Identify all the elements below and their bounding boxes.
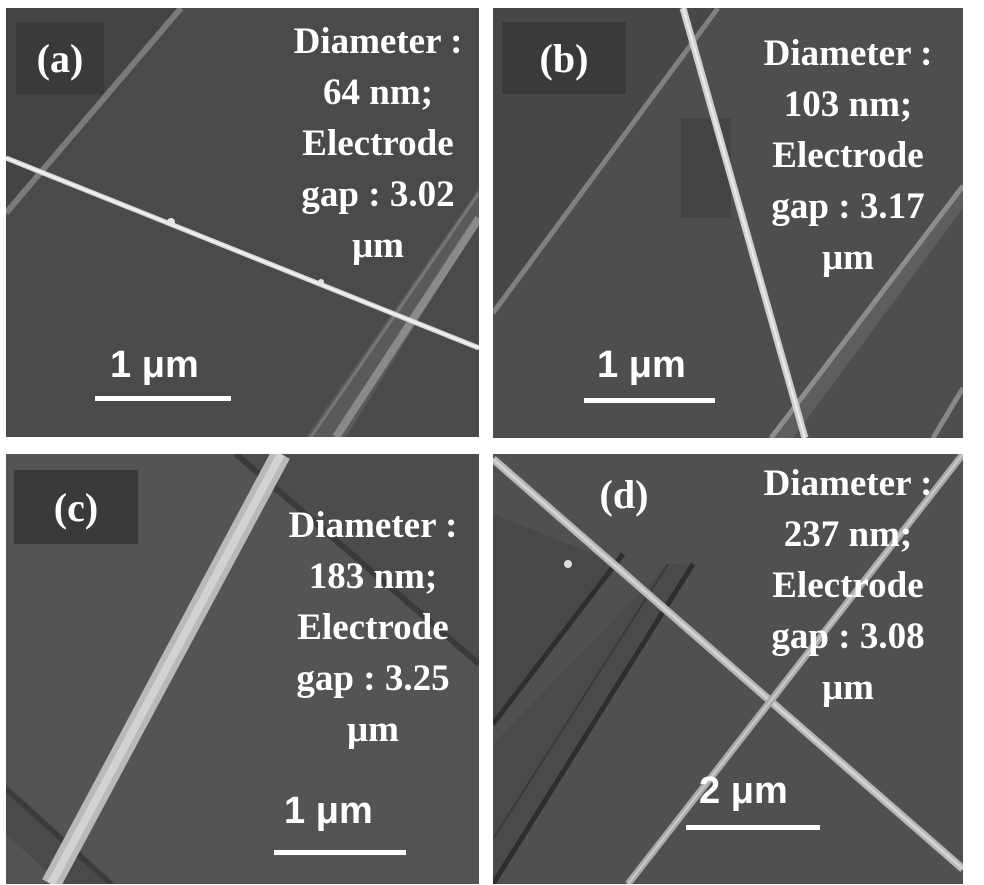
sem-panel-d: (d) Diameter : 237 nm; Electrode gap : 3… — [493, 454, 963, 884]
caption-line: 183 nm; — [308, 556, 438, 597]
panel-label: (b) — [502, 22, 626, 94]
scale-bar-label: 1 μm — [284, 790, 373, 832]
caption-line: Electrode — [297, 607, 449, 648]
caption-line: Electrode — [302, 123, 454, 164]
caption-line: μm — [347, 709, 399, 750]
caption-line: μm — [352, 225, 404, 266]
measurement-caption: Diameter : 183 nm; Electrode gap : 3.25 … — [268, 500, 478, 755]
caption-line: gap : 3.17 — [771, 186, 925, 227]
caption-line: Diameter : — [763, 33, 933, 74]
caption-line: 103 nm; — [783, 84, 913, 125]
sem-image-a — [6, 8, 479, 437]
scale-bar — [584, 398, 715, 403]
scale-bar-label: 2 μm — [699, 770, 788, 812]
scale-bar — [274, 850, 406, 855]
scale-bar-label: 1 μm — [597, 344, 686, 386]
caption-line: gap : 3.25 — [296, 658, 450, 699]
sem-panel-c: (c) Diameter : 183 nm; Electrode gap : 3… — [6, 454, 479, 884]
caption-line: Diameter : — [288, 505, 458, 546]
sem-image-d — [493, 454, 963, 884]
caption-line: gap : 3.08 — [771, 616, 925, 657]
sem-panel-b: (b) Diameter : 103 nm; Electrode gap : 3… — [493, 8, 963, 438]
panel-label: (c) — [14, 470, 138, 544]
sem-panel-a: (a) Diameter : 64 nm; Electrode gap : 3.… — [6, 8, 479, 437]
measurement-caption: Diameter : 237 nm; Electrode gap : 3.08 … — [743, 458, 953, 713]
panel-label: (a) — [16, 22, 104, 94]
caption-line: μm — [822, 237, 874, 278]
caption-line: μm — [822, 667, 874, 708]
measurement-caption: Diameter : 103 nm; Electrode gap : 3.17 … — [743, 28, 953, 283]
caption-line: Diameter : — [763, 463, 933, 504]
caption-line: Diameter : — [293, 21, 463, 62]
panel-label: (d) — [599, 471, 649, 517]
scale-bar-label: 1 μm — [110, 344, 199, 386]
scale-bar — [686, 825, 820, 830]
caption-line: 64 nm; — [323, 72, 433, 113]
caption-line: 237 nm; — [783, 514, 913, 555]
caption-line: Electrode — [772, 565, 924, 606]
caption-line: Electrode — [772, 135, 924, 176]
measurement-caption: Diameter : 64 nm; Electrode gap : 3.02 μ… — [278, 16, 478, 271]
scale-bar — [95, 396, 231, 401]
caption-line: gap : 3.02 — [301, 174, 455, 215]
